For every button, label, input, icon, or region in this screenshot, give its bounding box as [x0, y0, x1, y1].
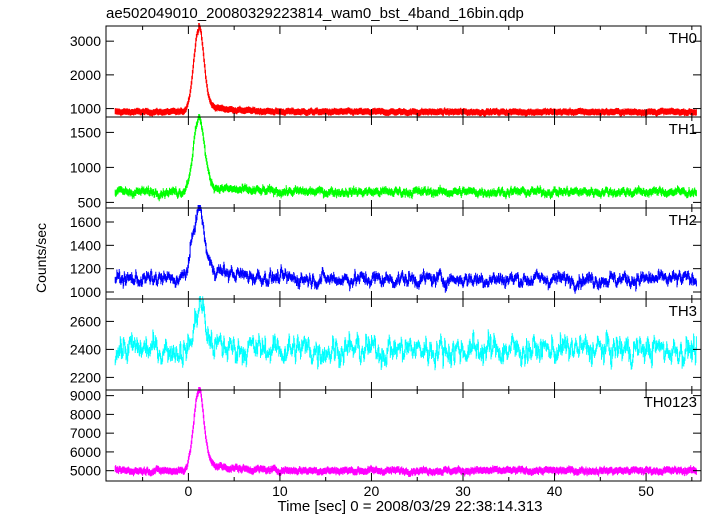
series-line-th0	[114, 23, 697, 117]
y-tick-label: 5000	[70, 463, 101, 479]
panel-th0: 1000 2000 3000 TH0	[70, 23, 702, 118]
x-tick-label: 30	[455, 483, 471, 499]
y-tick-label: 3000	[70, 33, 101, 49]
series-line-th0123	[114, 387, 697, 477]
y-tick-label: 1600	[70, 214, 101, 230]
y-tick-label: 2000	[70, 67, 101, 83]
x-tick-label: 0	[184, 483, 192, 499]
y-axis-label: Counts/sec	[33, 223, 49, 293]
series-line-th3	[114, 296, 697, 371]
y-tick-label: 8000	[70, 406, 101, 422]
y-tick-label: 2400	[70, 341, 101, 357]
panel-th3: 2200 2400 2600 TH3	[70, 296, 702, 391]
x-tick-label: 40	[547, 483, 563, 499]
x-tick-label: 20	[364, 483, 380, 499]
panel-th0123: 5000 6000 7000 8000 9000 TH0123	[70, 387, 702, 482]
panel-frame	[105, 25, 702, 118]
panel-label: TH1	[669, 121, 697, 138]
panel-label: TH0	[669, 30, 697, 47]
x-tick-label: 10	[272, 483, 288, 499]
panel-label: TH3	[669, 303, 697, 320]
y-tick-label: 9000	[70, 388, 101, 404]
y-tick-label: 2600	[70, 313, 101, 329]
y-tick-label: 1000	[70, 159, 101, 175]
x-tick-label: 50	[638, 483, 654, 499]
series-line-th1	[114, 114, 697, 202]
panel-frame	[105, 389, 702, 482]
chart-title: ae502049010_20080329223814_wam0_bst_4ban…	[106, 5, 524, 22]
y-tick-label: 2200	[70, 369, 101, 385]
series-line-th2	[114, 205, 697, 294]
panel-label: TH0123	[644, 394, 697, 411]
panel-th1: 500 1000 1500 TH1	[70, 114, 702, 210]
x-axis-label: Time [sec] 0 = 2008/03/29 22:38:14.313	[277, 498, 542, 515]
y-tick-label: 1200	[70, 261, 101, 277]
panel-label: TH2	[669, 212, 697, 229]
y-tick-label: 500	[78, 194, 102, 210]
y-tick-label: 1000	[70, 101, 101, 117]
y-tick-label: 1000	[70, 284, 101, 300]
panel-frame	[105, 207, 702, 300]
y-tick-label: 6000	[70, 444, 101, 460]
y-tick-label: 1400	[70, 237, 101, 253]
panel-th2: 1000 1200 1400 1600 TH2	[70, 205, 702, 300]
y-tick-label: 7000	[70, 425, 101, 441]
y-tick-label: 1500	[70, 124, 101, 140]
